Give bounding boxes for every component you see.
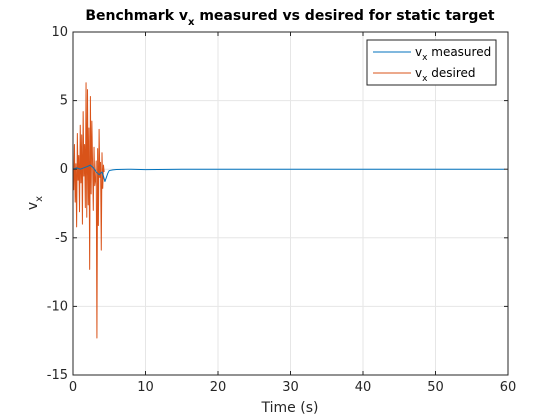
ticks: 0 10 20 30 40 50 60 -15 -10 -5 0 5 10 [47, 25, 517, 395]
x-tick-label: 40 [355, 380, 372, 395]
chart-title: Benchmark vx measured vs desired for sta… [85, 8, 495, 28]
x-tick-label: 0 [69, 380, 77, 395]
legend-box [366, 39, 497, 86]
y-axis-label: vx [25, 196, 45, 210]
y-tick-label: -10 [47, 299, 68, 314]
x-axis-label: Time (s) [261, 400, 319, 416]
legend: vx measured vx desired [366, 39, 497, 86]
legend-label-desired: vx desired [415, 66, 476, 84]
legend-label-measured: vx measured [415, 45, 491, 63]
y-tick-label: -15 [47, 368, 68, 383]
series-layer [72, 82, 505, 339]
y-tick-label: 0 [60, 162, 68, 177]
x-tick-label: 50 [427, 380, 444, 395]
x-tick-label: 30 [282, 380, 299, 395]
y-tick-label: 10 [51, 25, 68, 40]
x-tick-label: 10 [137, 380, 154, 395]
y-tick-label: 5 [60, 94, 68, 109]
x-tick-label: 60 [500, 380, 517, 395]
y-tick-label: -5 [55, 231, 68, 246]
x-tick-label: 20 [210, 380, 227, 395]
series-line-0 [72, 164, 505, 183]
